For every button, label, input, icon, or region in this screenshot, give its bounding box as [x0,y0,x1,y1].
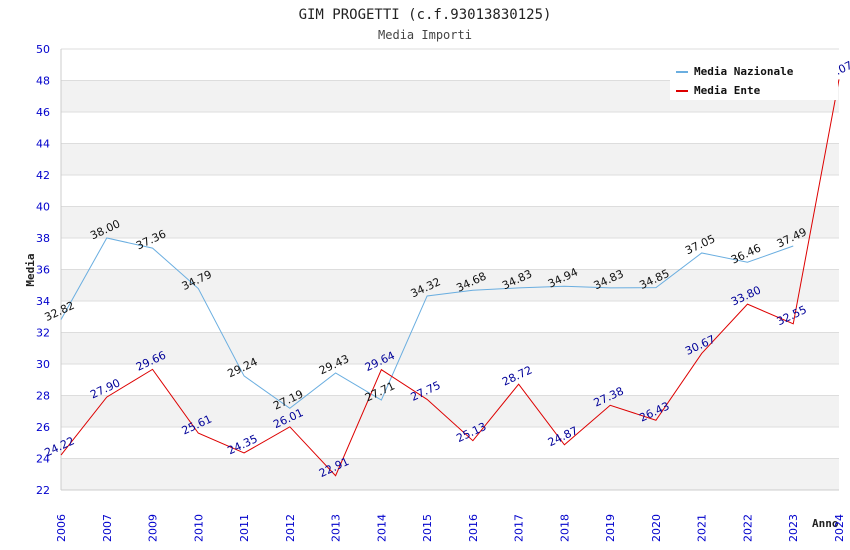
x-tick-label: 2013 [330,514,343,542]
x-tick-label: 2021 [696,514,709,542]
x-tick-label: 2010 [192,514,205,542]
x-tick-label: 2015 [421,514,434,542]
x-tick-label: 2007 [101,514,114,542]
y-tick-label: 46 [36,106,50,119]
y-tick-label: 42 [36,169,50,182]
legend-box [670,60,838,100]
y-tick-label: 36 [36,264,50,277]
y-tick-label: 34 [36,295,50,308]
plot-band [61,269,839,301]
plot-band [61,301,839,333]
legend-label-media-ente: Media Ente [694,84,761,97]
plot-band [61,175,839,207]
x-tick-label: 2017 [513,514,526,542]
x-tick-labels: 2006 2007 2009 2010 2011 2012 2013 2014 2015 2016… [55,514,846,542]
plot-band [61,238,839,270]
x-tick-label: 2023 [787,514,800,542]
x-axis-label: Anno [812,517,839,530]
plot-band [61,427,839,459]
x-tick-label: 2006 [55,514,68,542]
legend: Media Nazionale Media Ente [670,60,838,100]
x-tick-label: 2020 [650,514,663,542]
plot-band [61,458,839,490]
y-tick-label: 40 [36,201,50,214]
plot-band [61,395,839,427]
x-tick-label: 2016 [467,514,480,542]
chart-subtitle: Media Importi [378,28,472,42]
x-tick-label: 2019 [604,514,617,542]
series-lines [60,79,840,477]
y-tick-label: 22 [36,484,50,497]
plot-band [61,143,839,175]
y-tick-label: 38 [36,232,50,245]
x-tick-label: 2014 [375,514,388,542]
x-tick-label: 2018 [558,514,571,542]
x-tick-label: 2012 [284,514,297,542]
y-axis-label: Media [24,253,37,286]
plot-band [61,364,839,396]
plot-background-bands [61,49,839,490]
y-tick-label: 48 [36,75,50,88]
x-tick-label: 2022 [741,514,754,542]
series-line-media-ente [60,79,840,477]
x-tick-label: 2011 [238,514,251,542]
plot-band [61,206,839,238]
y-tick-label: 30 [36,358,50,371]
y-tick-label: 32 [36,327,50,340]
chart-title: GIM PROGETTI (c.f.93013830125) [299,7,552,23]
plot-band [61,112,839,144]
plot-band [61,332,839,364]
y-tick-label: 26 [36,421,50,434]
x-tick-label: 2009 [147,514,160,542]
y-tick-label: 44 [36,138,50,151]
series-line-media-nazionale [60,237,794,409]
y-tick-label: 28 [36,390,50,403]
gridlines [61,48,839,491]
y-tick-label: 24 [36,453,50,466]
x-tick-label: 2024 [833,514,846,542]
legend-label-media-nazionale: Media Nazionale [694,65,794,78]
y-tick-labels: 22 24 26 28 30 32 34 36 38 40 42 44 46 48 50 [36,43,50,497]
y-tick-label: 50 [36,43,50,56]
